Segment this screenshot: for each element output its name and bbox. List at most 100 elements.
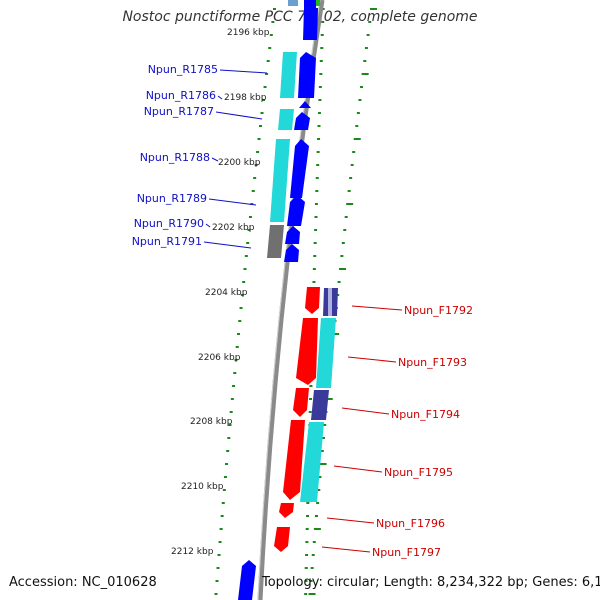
tick-mark — [305, 528, 309, 530]
tick-mark — [320, 34, 324, 36]
tick-mark — [233, 372, 237, 374]
cog-block — [300, 422, 324, 502]
tick-mark — [306, 502, 310, 504]
tick-mark — [216, 567, 220, 569]
gene-label-npun_r1786[interactable]: Npun_R1786 — [146, 89, 216, 102]
tick-mark — [230, 398, 234, 400]
tick-mark — [308, 411, 312, 413]
tick-mark — [251, 190, 255, 192]
accession-label: Accession: NC_010628 — [9, 575, 157, 590]
leader-line — [219, 69, 268, 74]
tick-mark — [320, 47, 324, 49]
cds-arrow — [293, 388, 309, 417]
tick-mark — [269, 34, 273, 36]
tick-mark — [349, 177, 353, 179]
tick-mark — [244, 255, 248, 257]
tick-mark — [312, 541, 316, 543]
tick-mark — [248, 216, 252, 218]
cds-arrow — [284, 244, 299, 262]
tick-mark — [253, 177, 257, 179]
tick-mark — [309, 398, 313, 400]
tick-mark — [361, 73, 369, 75]
tick-mark — [306, 515, 310, 517]
tick-mark — [368, 21, 372, 23]
tick-mark — [358, 99, 362, 101]
gene-label-npun_f1795[interactable]: Npun_F1795 — [384, 466, 453, 479]
tick-mark — [240, 294, 244, 296]
tick-mark — [232, 385, 236, 387]
tick-mark — [243, 268, 247, 270]
cog-block — [270, 139, 290, 222]
leader-line — [321, 546, 371, 553]
gene-label-npun_f1792[interactable]: Npun_F1792 — [404, 304, 473, 317]
tick-mark — [321, 8, 325, 10]
tick-mark — [226, 450, 230, 452]
tick-mark — [227, 437, 231, 439]
gene-label-npun_r1788[interactable]: Npun_R1788 — [140, 151, 210, 164]
tick-mark — [323, 424, 327, 426]
leader-line — [347, 356, 397, 363]
partial-gene-block-top — [288, 0, 298, 6]
tick-mark — [364, 47, 368, 49]
cds-arrow — [294, 112, 310, 130]
cog-block — [278, 109, 294, 130]
tick-mark — [356, 112, 360, 114]
tick-mark — [318, 86, 322, 88]
position-label-kbp-2196: 2196 kbp — [227, 28, 270, 38]
tick-mark — [314, 229, 318, 231]
gene-label-npun_r1790[interactable]: Npun_R1790 — [134, 217, 204, 230]
tick-mark — [317, 112, 321, 114]
gene-label-npun_r1791[interactable]: Npun_R1791 — [132, 235, 202, 248]
cds-arrow — [299, 101, 311, 108]
leader-line — [351, 305, 403, 311]
tick-mark — [314, 203, 318, 205]
tick-mark — [313, 242, 317, 244]
tick-mark — [305, 541, 309, 543]
reverse-cds-track — [238, 8, 318, 600]
position-label-kbp-2198: 2198 kbp — [224, 93, 267, 103]
gene-label-npun_f1796[interactable]: Npun_F1796 — [376, 517, 445, 530]
tick-mark — [214, 593, 218, 595]
cds-arrow — [238, 560, 256, 600]
tick-mark — [341, 242, 345, 244]
tick-mark — [257, 138, 261, 140]
tick-mark — [220, 515, 224, 517]
tick-mark — [229, 411, 233, 413]
gene-label-npun_f1797[interactable]: Npun_F1797 — [372, 546, 441, 559]
tick-mark — [228, 424, 232, 426]
gene-label-npun_r1785[interactable]: Npun_R1785 — [148, 63, 218, 76]
cog-block — [280, 52, 297, 98]
gene-label-npun_f1794[interactable]: Npun_F1794 — [391, 408, 460, 421]
forward-cds-track — [274, 287, 320, 552]
cds-arrow — [287, 195, 305, 226]
tick-mark — [314, 216, 318, 218]
tick-mark — [315, 177, 319, 179]
tick-mark — [266, 60, 270, 62]
tick-mark — [221, 502, 225, 504]
tick-mark — [246, 242, 250, 244]
cds-arrow — [274, 527, 290, 552]
cog-block — [311, 390, 329, 420]
tick-mark — [360, 86, 364, 88]
tick-mark — [313, 528, 321, 530]
tick-mark — [235, 346, 239, 348]
cds-arrow — [290, 139, 309, 198]
tick-mark — [369, 8, 377, 10]
tick-mark — [247, 229, 251, 231]
gene-label-npun_r1787[interactable]: Npun_R1787 — [144, 105, 214, 118]
tick-mark — [321, 21, 325, 23]
tick-mark — [308, 593, 316, 595]
cds-arrow — [305, 287, 320, 314]
tick-mark — [315, 515, 319, 517]
position-label-kbp-2204: 2204 kbp — [205, 288, 248, 298]
tick-mark — [312, 268, 316, 270]
tick-mark — [225, 463, 229, 465]
tick-mark — [337, 281, 341, 283]
tick-mark — [316, 151, 320, 153]
gene-label-npun_f1793[interactable]: Npun_F1793 — [398, 356, 467, 369]
tick-mark — [256, 151, 260, 153]
tick-mark — [263, 86, 267, 88]
gene-label-npun_r1789[interactable]: Npun_R1789 — [137, 192, 207, 205]
cds-arrow — [279, 503, 294, 518]
tick-mark — [316, 164, 320, 166]
